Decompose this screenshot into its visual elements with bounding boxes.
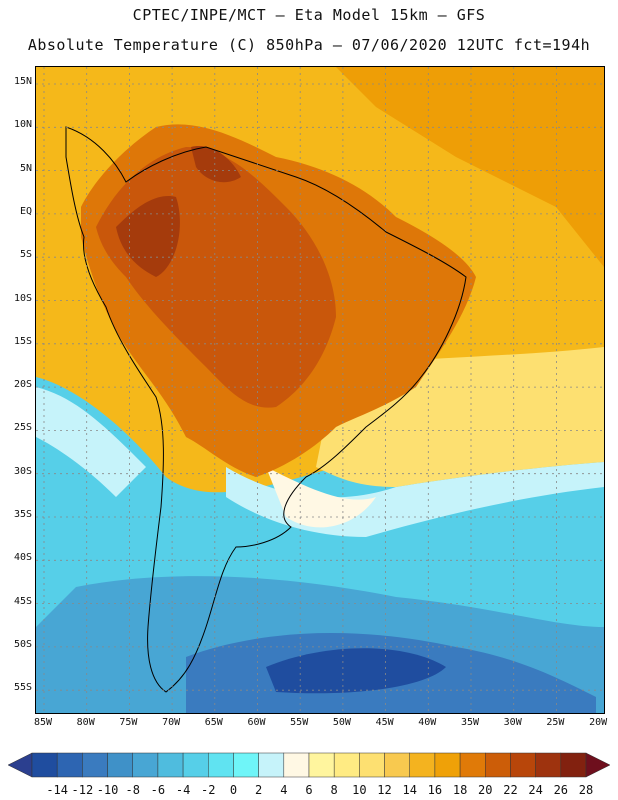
graticule <box>36 67 604 713</box>
colorbar-label: 24 <box>528 783 543 797</box>
latitude-label: EQ <box>19 205 32 217</box>
colorbar-label: 22 <box>503 783 518 797</box>
longitude-label: 30W <box>503 717 522 728</box>
field-pale-plata <box>266 467 376 528</box>
colorbar-cell <box>56 752 83 778</box>
latitude-label: 5N <box>19 162 32 174</box>
latitude-label: 10S <box>13 292 32 304</box>
colorbar-label: 18 <box>452 783 468 797</box>
colorbar-label: 8 <box>330 783 338 797</box>
longitude-label: 70W <box>162 717 181 728</box>
map-title-line2: Absolute Temperature (C) 850hPa – 07/06/… <box>27 36 591 54</box>
colorbar-cell <box>31 752 58 778</box>
colorbar-cell <box>157 752 184 778</box>
latitude-label: 30S <box>13 465 32 477</box>
field-warm-ocean-ne <box>336 67 604 267</box>
colorbar-cell <box>359 752 385 778</box>
latitude-label: 15N <box>13 76 32 87</box>
colorbar-max-arrow <box>585 752 610 778</box>
field-coldest-core <box>266 648 446 694</box>
field-hottest-north <box>191 146 241 183</box>
latitude-label: 45S <box>13 595 32 607</box>
colorbar-label: 4 <box>280 783 288 797</box>
longitude-label: 85W <box>33 717 53 728</box>
colorbar-label: 0 <box>229 783 238 797</box>
longitude-label: 60W <box>247 717 266 728</box>
colorbar-cell <box>535 752 562 778</box>
latitude-label: 55S <box>13 682 32 694</box>
colorbar-label: -8 <box>125 783 140 797</box>
map-title-line1: CPTEC/INPE/MCT – Eta Model 15km – GFS <box>132 6 486 24</box>
colorbar-label: -14 <box>46 783 69 797</box>
colorbar-label: 6 <box>305 783 313 797</box>
colorbar-cell <box>107 752 133 778</box>
colorbar-cell <box>409 752 436 778</box>
colorbar-cell <box>333 752 360 778</box>
latitude-label: 35S <box>13 509 32 520</box>
colorbar-cell <box>384 752 410 778</box>
field-cool-light-west <box>36 387 146 497</box>
colorbar <box>8 752 610 778</box>
longitude-label: 25W <box>546 717 565 728</box>
longitude-label: 20W <box>589 717 608 728</box>
latitude-label: 15S <box>13 335 32 347</box>
colorbar-cell <box>82 752 108 778</box>
colorbar-cell <box>258 752 285 778</box>
longitude-label: 80W <box>76 717 95 728</box>
latitude-label: 25S <box>13 422 32 434</box>
colorbar-min-arrow <box>8 752 33 778</box>
latitude-label: 5S <box>19 249 32 261</box>
field-hottest-core <box>116 196 180 277</box>
latitude-label: 20S <box>13 379 32 391</box>
longitude-label: 35W <box>460 717 480 728</box>
colorbar-label: 16 <box>427 783 443 797</box>
longitude-label: 65W <box>204 717 223 728</box>
colorbar-cell <box>560 752 587 778</box>
colorbar-cell <box>485 752 511 778</box>
temperature-field <box>36 67 604 713</box>
colorbar-label: 2 <box>255 783 263 797</box>
colorbar-label: 28 <box>578 783 594 797</box>
colorbar-label: -12 <box>71 783 94 797</box>
colorbar-label: 26 <box>553 783 569 797</box>
colorbar-label: 10 <box>352 783 367 797</box>
longitude-label: 50W <box>332 717 351 728</box>
longitude-label: 75W <box>119 717 138 728</box>
longitude-label: 55W <box>290 717 309 728</box>
colorbar-cell <box>132 752 159 778</box>
latitude-label: 50S <box>13 638 32 650</box>
colorbar-cell <box>434 752 461 778</box>
colorbar-cell <box>510 752 536 778</box>
colorbar-label: -6 <box>150 783 166 797</box>
longitude-label: 45W <box>375 717 394 728</box>
colorbar-label: 14 <box>402 783 417 797</box>
latitude-label: 10N <box>13 119 32 131</box>
colorbar-cell <box>308 752 335 778</box>
colorbar-cell <box>233 752 259 778</box>
colorbar-label: 20 <box>478 783 493 797</box>
longitude-label: 40W <box>418 717 437 728</box>
colorbar-label: -10 <box>96 783 119 797</box>
colorbar-cell <box>182 752 209 778</box>
latitude-label: 40S <box>13 552 32 564</box>
colorbar-cells <box>8 752 610 778</box>
colorbar-label: -4 <box>175 783 191 797</box>
coastline-south-america <box>65 126 467 693</box>
colorbar-label: 12 <box>377 783 392 797</box>
temperature-map <box>35 66 605 714</box>
colorbar-label: -2 <box>201 783 216 797</box>
colorbar-cell <box>208 752 234 778</box>
colorbar-cell <box>459 752 486 778</box>
colorbar-cell <box>283 752 310 778</box>
